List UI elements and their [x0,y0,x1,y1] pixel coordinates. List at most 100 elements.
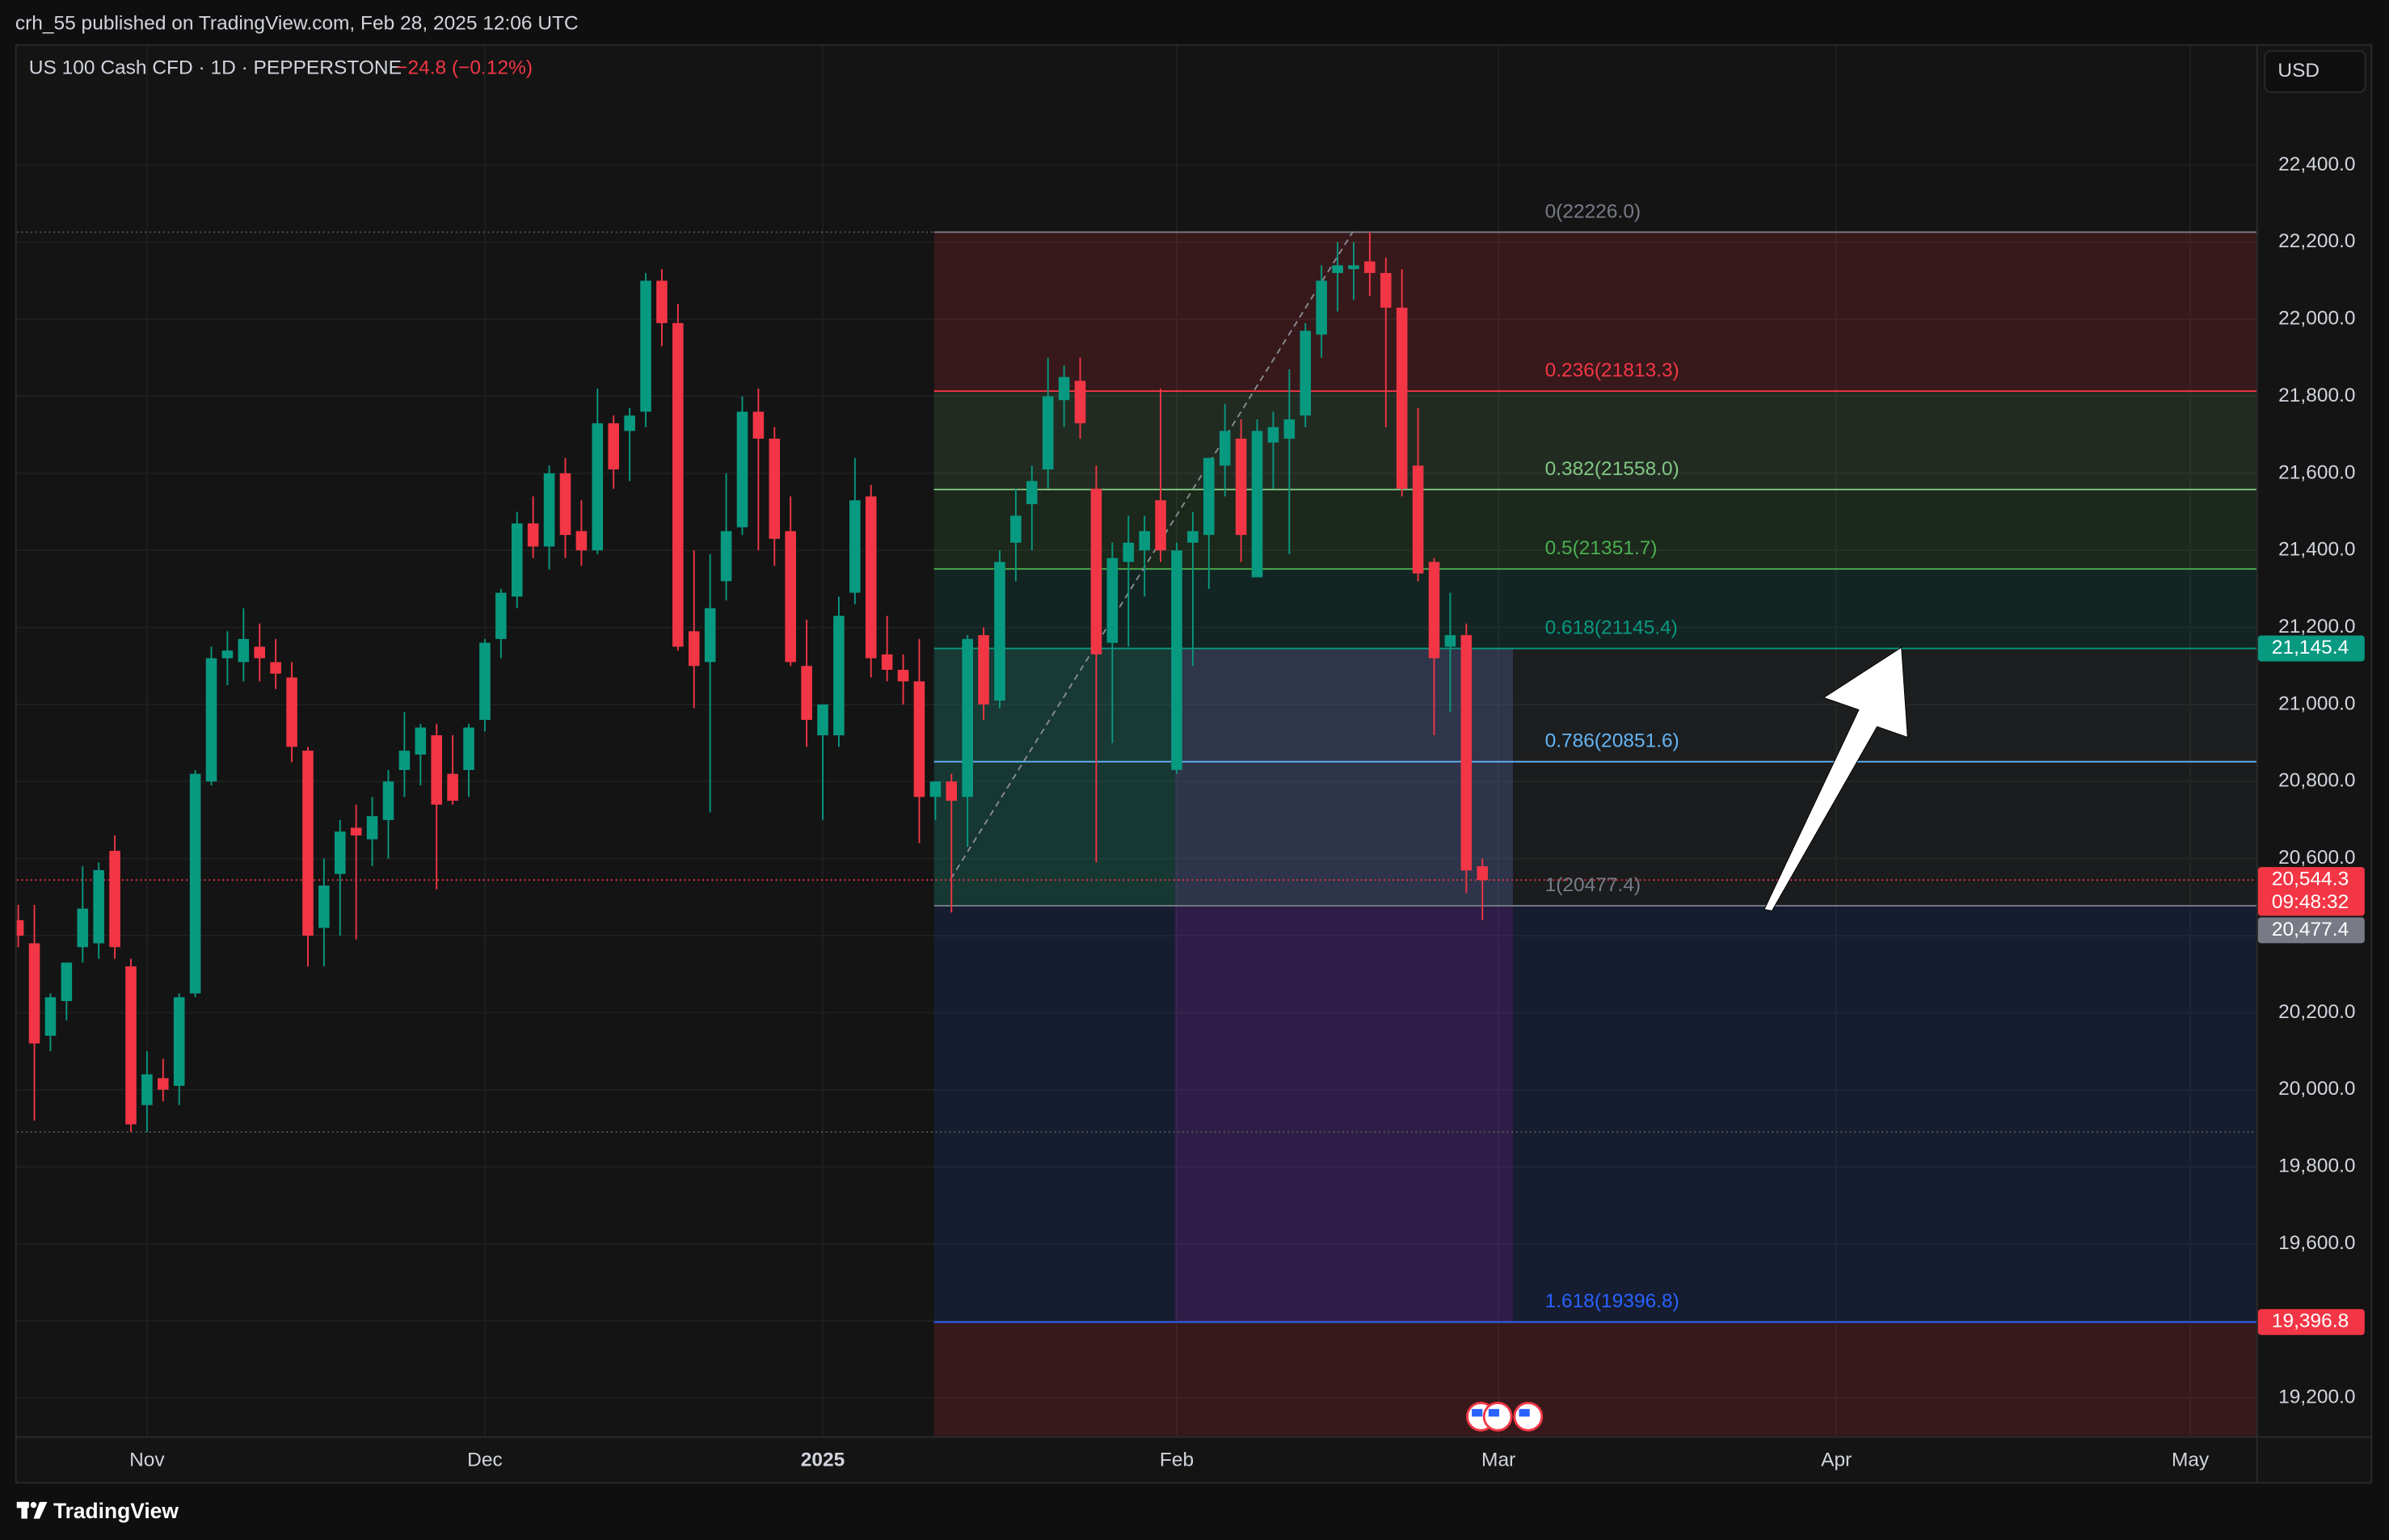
candle-body [1219,431,1231,466]
candle-body [158,1078,169,1090]
price-badge [2257,635,2365,662]
candle-body [672,322,684,647]
candle-body [221,650,234,658]
flag-part [1519,1408,1530,1417]
x-tick-label: 2025 [801,1449,845,1471]
candle-body [688,631,700,667]
x-tick-label: Mar [1481,1449,1515,1471]
fib-label: 1.618(19396.8) [1545,1290,1679,1312]
y-tick-label: 21,800.0 [2278,385,2355,406]
candle-body [624,415,635,431]
candle-body [1010,515,1022,543]
currency-button[interactable] [2264,50,2366,94]
candle-body [189,773,201,994]
candle-body [44,997,57,1036]
candle-body [1412,465,1424,574]
candle-body [592,423,604,551]
candle-body [817,704,828,736]
price-change: −24.8 (−0.12%) [396,57,533,78]
countdown-label: 09:48:32 [2272,891,2349,913]
y-tick-label: 20,000.0 [2278,1078,2355,1100]
candle-body [1396,307,1408,489]
candle-body [1203,457,1215,536]
candle-body [640,280,651,412]
plot-area [16,45,2256,1437]
candle-body [946,781,958,802]
flag-part [1472,1408,1483,1417]
candle-body [302,751,314,936]
publish-info: crh_55 published on TradingView.com, Feb… [15,13,579,35]
currency-label[interactable]: USD [2277,60,2319,82]
candle-body [736,411,748,528]
candle-body [1106,558,1119,643]
y-tick-label: 21,400.0 [2278,539,2355,561]
candle-body [656,280,668,323]
fib-label: 0.618(21145.4) [1545,617,1678,639]
candle-body [1026,481,1038,504]
candle-body [833,616,845,736]
x-tick-label: Apr [1821,1449,1852,1471]
y-tick-label: 22,400.0 [2278,154,2355,175]
candle-body [527,523,539,547]
candle-body [318,885,330,928]
range-highlight [933,648,1514,907]
fib-zone [933,648,2256,762]
logo [16,1501,48,1519]
candle-body [1042,396,1054,470]
candle-body [1058,377,1070,401]
candle-body [141,1074,153,1105]
y-tick-label: 19,800.0 [2278,1155,2355,1176]
candle-body [1477,866,1489,881]
x-tick-label: May [2172,1449,2210,1471]
price-badge-label: 20,544.3 [2272,869,2349,890]
candle-body [173,997,185,1086]
candle-body [962,638,973,797]
candle-body [1139,531,1150,551]
logo-part [30,1501,37,1508]
candle-body [543,473,555,547]
candle-body [286,677,297,747]
candle-body [913,681,925,797]
candle-body [398,751,411,770]
fib-label: 0.382(21558.0) [1545,458,1679,480]
candle-body [334,831,346,874]
fib-zone [933,761,2256,907]
candle-body [1251,431,1263,578]
candle-body [93,869,104,944]
candle-body [704,608,716,663]
candle-body [431,735,443,805]
price-badge-label: 21,145.4 [2272,637,2349,658]
candle-body [109,851,120,948]
price-badge [2257,867,2365,916]
candle-body [752,411,765,439]
candle-body [720,531,732,582]
x-tick-label: Nov [129,1449,165,1471]
candle-body [1332,265,1343,273]
candle-body [61,962,73,1002]
candle-body [1380,272,1392,308]
candle-body [608,423,619,470]
candle-body [1235,438,1247,536]
candle-body [350,827,362,835]
y-tick-label: 21,600.0 [2278,461,2355,483]
candle-body [125,966,137,1125]
candle-body [238,638,250,663]
fib-zone [933,391,2256,490]
candle-body [1364,261,1376,273]
fib-zone [933,232,2256,392]
candle-body [849,500,861,593]
y-tick-label: 19,600.0 [2278,1232,2355,1254]
flag-part [1488,1408,1500,1417]
trend-line [950,231,1354,880]
candle-body [16,919,24,936]
candle-body [1123,542,1135,562]
candle-body [1187,531,1199,543]
price-badge [2257,1309,2365,1336]
candle-body [1090,488,1102,654]
candle-body [366,816,378,839]
candle-body [205,658,217,782]
candle-body [769,438,781,539]
event-icons [1466,1401,1544,1432]
candle-body [1316,280,1327,335]
